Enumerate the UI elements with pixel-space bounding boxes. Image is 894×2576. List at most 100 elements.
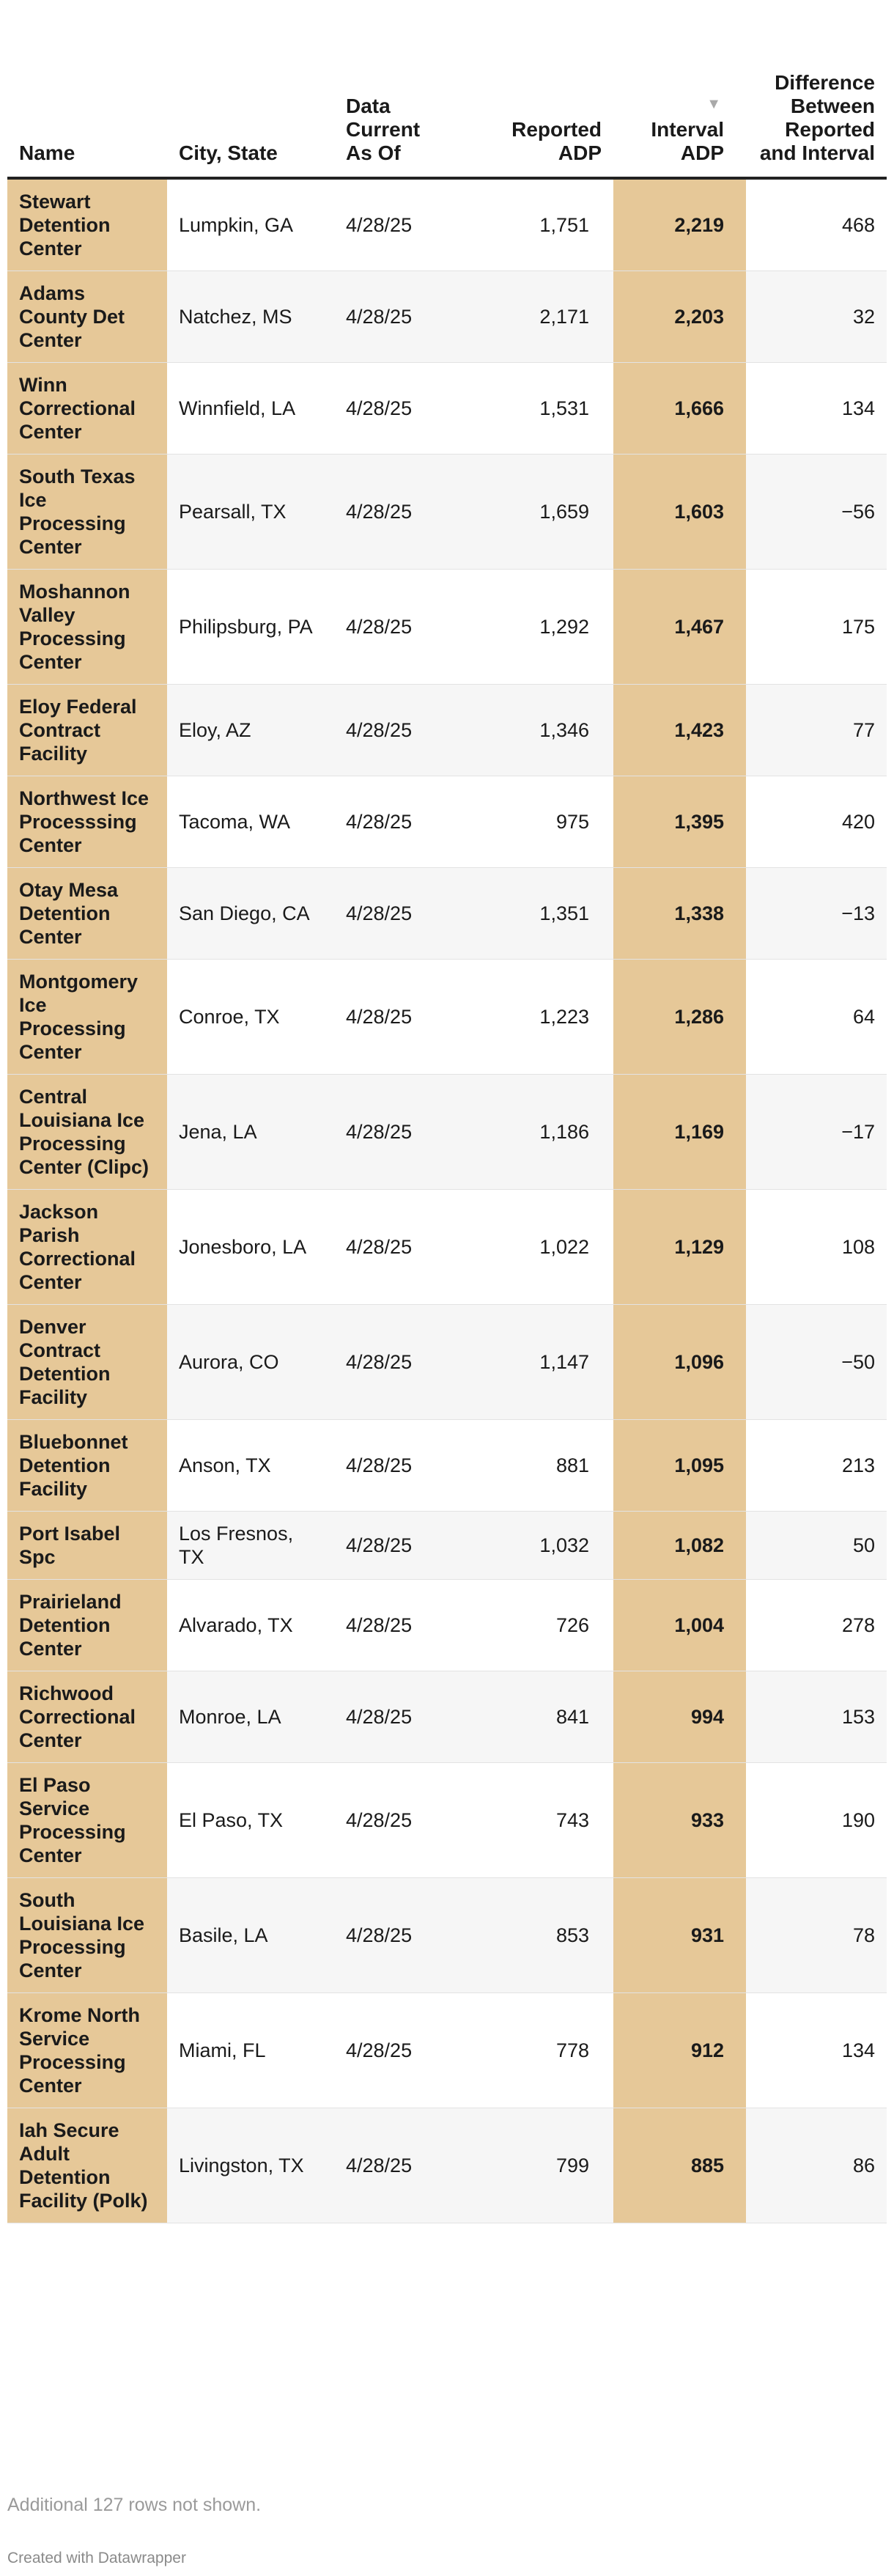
cell-reported: 841	[452, 1671, 613, 1763]
cell-name: Iah Secure Adult Detention Facility (Pol…	[7, 2108, 167, 2223]
detention-facilities-table: Name City, State Data Current As Of Repo…	[7, 0, 887, 2223]
cell-date: 4/28/25	[334, 569, 452, 685]
cell-city: Jena, LA	[167, 1074, 334, 1190]
cell-interval: 912	[613, 1992, 746, 2108]
cell-interval: 1,666	[613, 362, 746, 455]
cell-name: Denver Contract Detention Facility	[7, 1304, 167, 1420]
cell-city: Anson, TX	[167, 1419, 334, 1512]
table-body: Stewart Detention Center Lumpkin, GA 4/28/…	[7, 178, 887, 2223]
datawrapper-credit[interactable]: Created with Datawrapper	[7, 2550, 186, 2566]
cell-date: 4/28/25	[334, 1419, 452, 1512]
cell-reported: 1,186	[452, 1074, 613, 1190]
cell-difference: 468	[746, 178, 887, 271]
cell-reported: 1,032	[452, 1511, 613, 1580]
cell-difference: 108	[746, 1189, 887, 1305]
sort-descending-icon: ▼	[706, 96, 721, 112]
column-header-difference[interactable]: Difference Between Reported and Interval	[746, 0, 887, 180]
cell-reported: 2,171	[452, 271, 613, 363]
cell-date: 4/28/25	[334, 1511, 452, 1580]
cell-difference: 420	[746, 776, 887, 868]
cell-city: El Paso, TX	[167, 1762, 334, 1878]
table-row: Prairieland Detention Center Alvarado, TX…	[7, 1579, 887, 1671]
cell-difference: 50	[746, 1511, 887, 1580]
table-row: Winn Correctional Center Winnfield, LA 4/2…	[7, 362, 887, 455]
table-row: Adams County Det Center Natchez, MS 4/28/2…	[7, 271, 887, 363]
cell-name: Winn Correctional Center	[7, 362, 167, 455]
cell-interval: 1,395	[613, 776, 746, 868]
column-header-reported-label: Reported ADP	[511, 118, 602, 164]
cell-name: Montgomery Ice Processing Center	[7, 959, 167, 1075]
table-row: Iah Secure Adult Detention Facility (Pol…	[7, 2108, 887, 2223]
cell-city: Jonesboro, LA	[167, 1189, 334, 1305]
cell-date: 4/28/25	[334, 1304, 452, 1420]
cell-city: Conroe, TX	[167, 959, 334, 1075]
cell-name: Moshannon Valley Processing Center	[7, 569, 167, 685]
cell-interval: 994	[613, 1671, 746, 1763]
cell-reported: 1,346	[452, 684, 613, 776]
table-row: Montgomery Ice Processing Center Conroe, …	[7, 959, 887, 1075]
table-row: Richwood Correctional Center Monroe, LA 4/…	[7, 1671, 887, 1763]
cell-date: 4/28/25	[334, 362, 452, 455]
cell-reported: 1,659	[452, 454, 613, 570]
cell-date: 4/28/25	[334, 1992, 452, 2108]
cell-name: Bluebonnet Detention Facility	[7, 1419, 167, 1512]
cell-city: Natchez, MS	[167, 271, 334, 363]
table-row: Denver Contract Detention Facility Aurora…	[7, 1304, 887, 1420]
cell-difference: 213	[746, 1419, 887, 1512]
column-header-interval[interactable]: ▼ Interval ADP	[613, 0, 746, 180]
cell-interval: 1,096	[613, 1304, 746, 1420]
cell-date: 4/28/25	[334, 271, 452, 363]
cell-city: Monroe, LA	[167, 1671, 334, 1763]
cell-reported: 1,147	[452, 1304, 613, 1420]
cell-reported: 1,022	[452, 1189, 613, 1305]
cell-difference: −56	[746, 454, 887, 570]
cell-city: Eloy, AZ	[167, 684, 334, 776]
cell-city: Livingston, TX	[167, 2108, 334, 2223]
cell-reported: 881	[452, 1419, 613, 1512]
cell-difference: 77	[746, 684, 887, 776]
cell-date: 4/28/25	[334, 684, 452, 776]
column-header-interval-label: Interval ADP	[651, 118, 724, 164]
cell-reported: 1,351	[452, 867, 613, 960]
cell-interval: 1,004	[613, 1579, 746, 1671]
cell-difference: 190	[746, 1762, 887, 1878]
column-header-date-label: Data Current As Of	[346, 95, 421, 164]
cell-interval: 885	[613, 2108, 746, 2223]
table-notes: Additional 127 rows not shown.	[7, 2495, 262, 2515]
cell-name: South Louisiana Ice Processing Center	[7, 1877, 167, 1993]
cell-difference: 78	[746, 1877, 887, 1993]
cell-difference: 86	[746, 2108, 887, 2223]
cell-date: 4/28/25	[334, 1877, 452, 1993]
column-header-name-label: Name	[19, 141, 75, 164]
table-row: South Texas Ice Processing Center Pearsal…	[7, 454, 887, 570]
column-header-city[interactable]: City, State	[167, 0, 334, 180]
table-row: Stewart Detention Center Lumpkin, GA 4/28/…	[7, 178, 887, 271]
column-header-name[interactable]: Name	[7, 0, 167, 180]
cell-interval: 1,423	[613, 684, 746, 776]
cell-difference: 64	[746, 959, 887, 1075]
cell-name: Stewart Detention Center	[7, 178, 167, 271]
cell-difference: 175	[746, 569, 887, 685]
column-header-date[interactable]: Data Current As Of	[334, 0, 452, 180]
cell-reported: 1,531	[452, 362, 613, 455]
column-header-reported[interactable]: Reported ADP	[452, 0, 613, 180]
cell-city: Winnfield, LA	[167, 362, 334, 455]
cell-difference: −13	[746, 867, 887, 960]
cell-date: 4/28/25	[334, 1762, 452, 1878]
table-row: South Louisiana Ice Processing Center Bas…	[7, 1877, 887, 1993]
cell-interval: 1,467	[613, 569, 746, 685]
cell-interval: 1,095	[613, 1419, 746, 1512]
cell-name: Krome North Service Processing Center	[7, 1992, 167, 2108]
table-row: Krome North Service Processing Center Mia…	[7, 1992, 887, 2108]
cell-city: Alvarado, TX	[167, 1579, 334, 1671]
table-row: Port Isabel Spc Los Fresnos, TX 4/28/25 1,0…	[7, 1511, 887, 1580]
cell-name: Port Isabel Spc	[7, 1511, 167, 1580]
cell-city: Basile, LA	[167, 1877, 334, 1993]
cell-date: 4/28/25	[334, 959, 452, 1075]
cell-reported: 1,223	[452, 959, 613, 1075]
cell-date: 4/28/25	[334, 454, 452, 570]
table-row: Otay Mesa Detention Center San Diego, CA 4…	[7, 867, 887, 960]
cell-interval: 1,082	[613, 1511, 746, 1580]
cell-reported: 778	[452, 1992, 613, 2108]
